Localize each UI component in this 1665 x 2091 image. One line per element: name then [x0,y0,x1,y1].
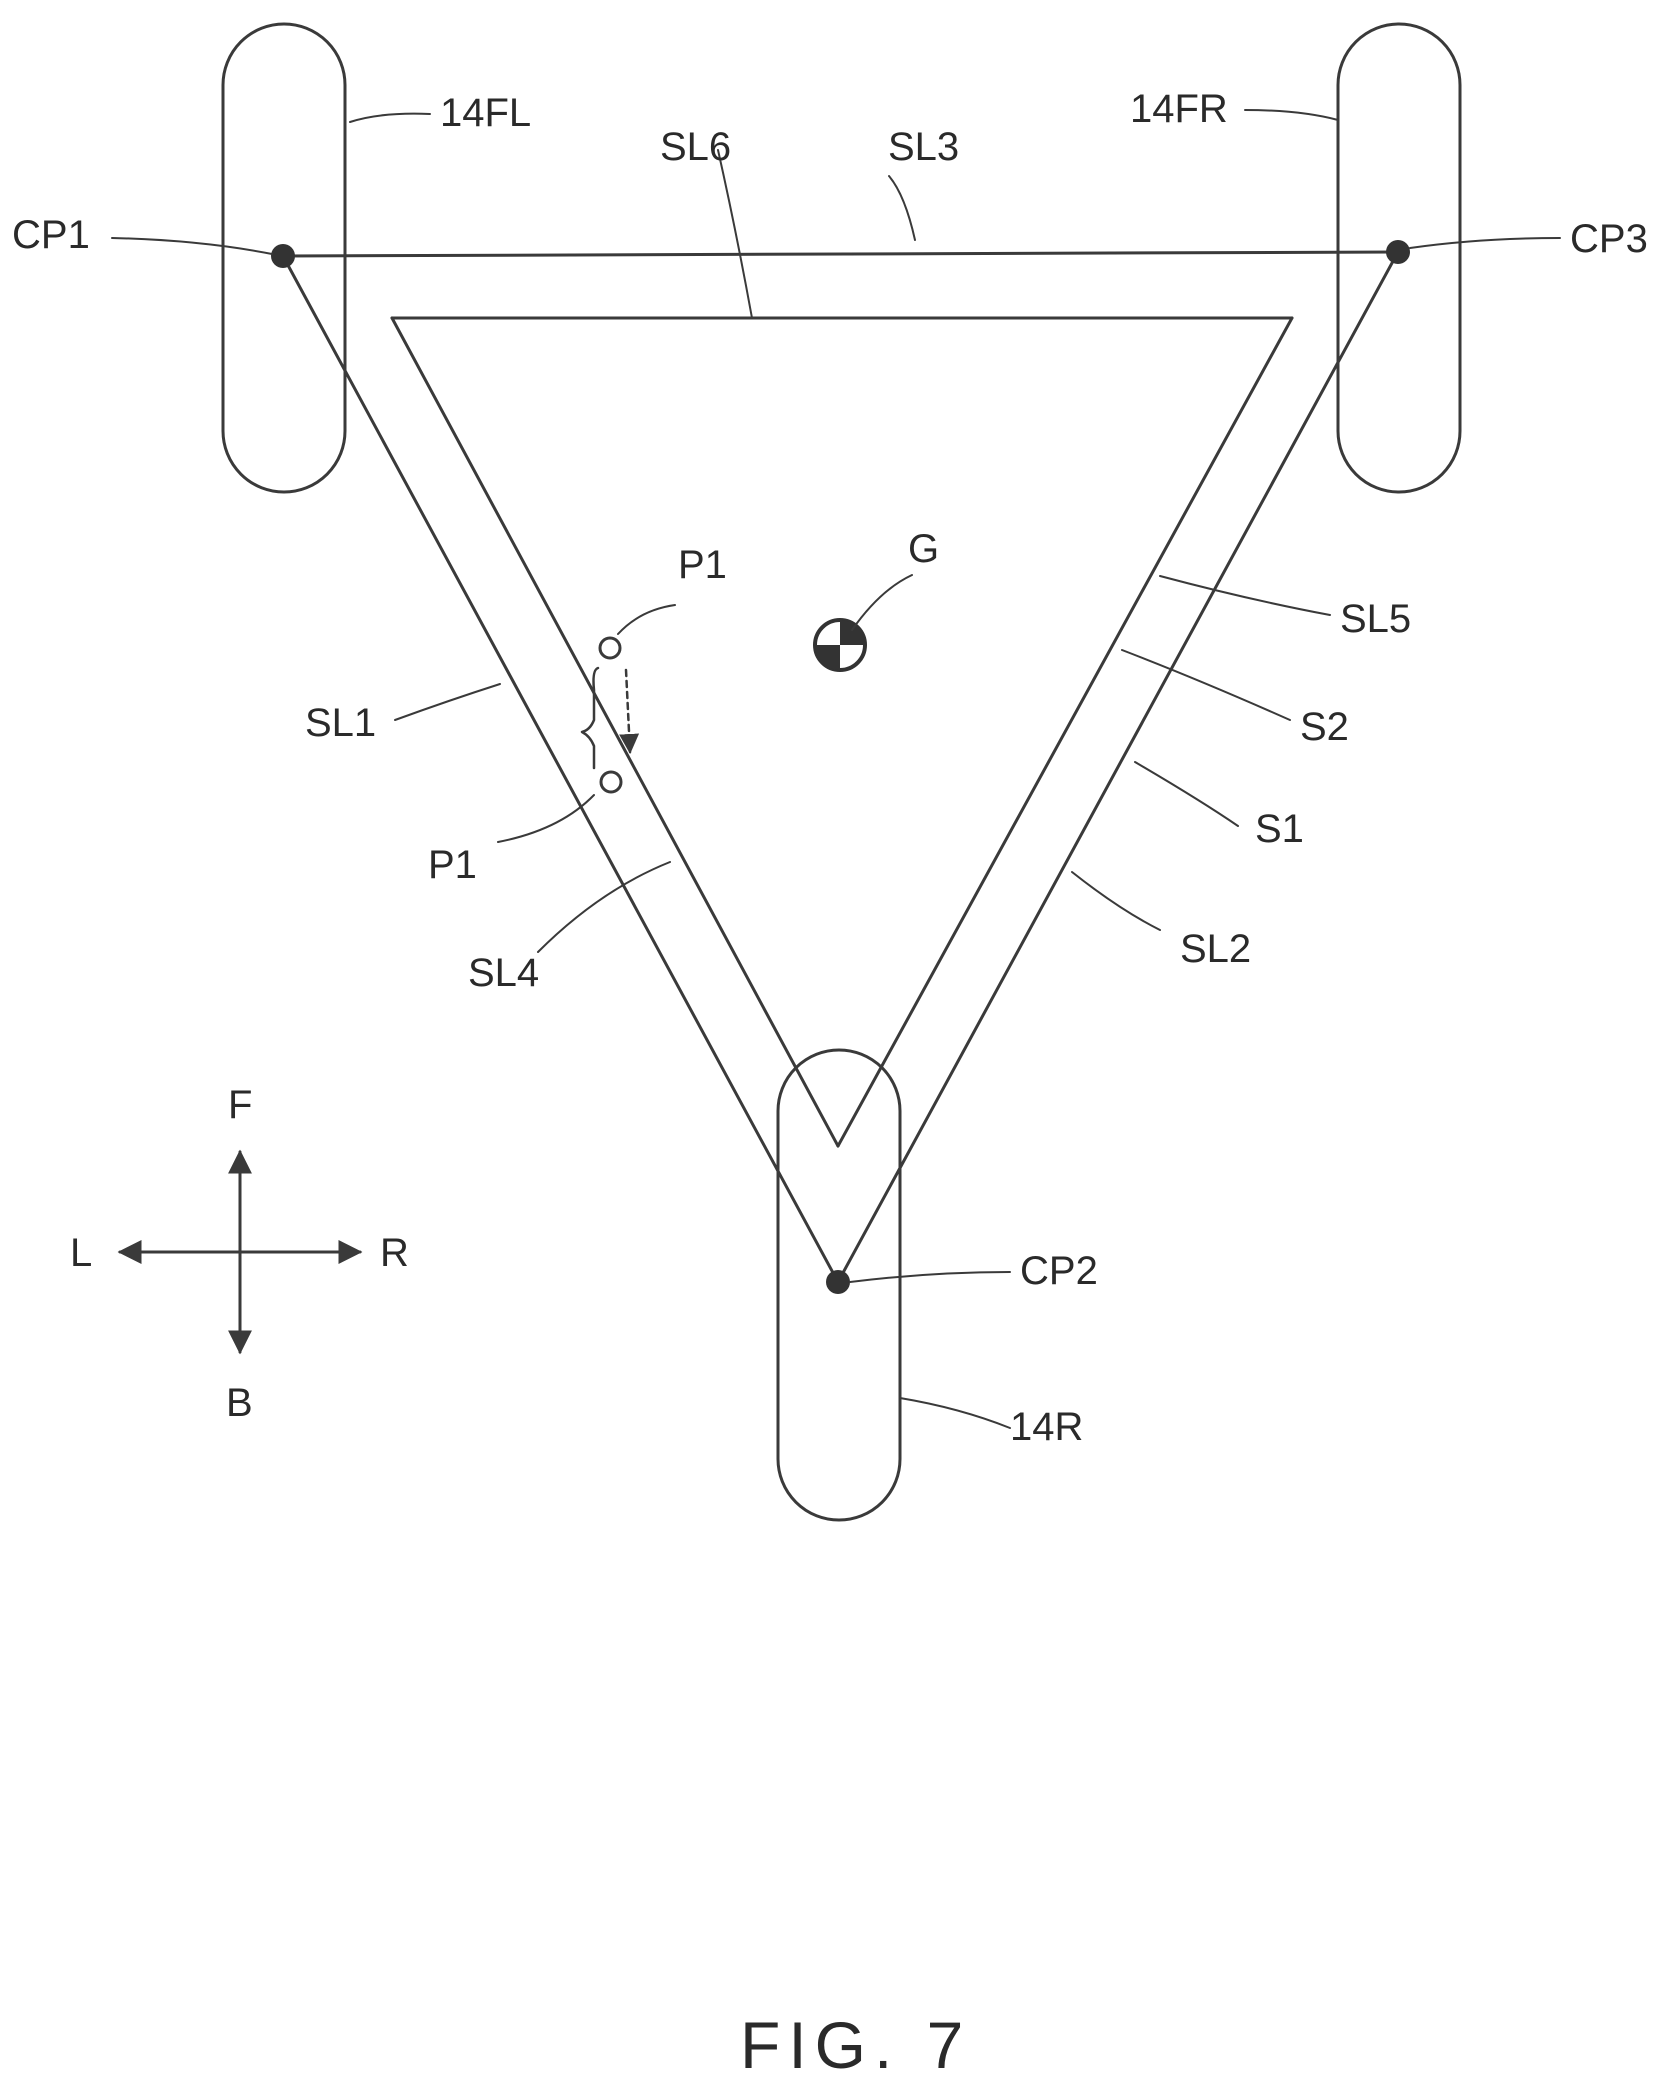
contact-point-cp2 [826,1270,850,1294]
label-cp3: CP3 [1570,217,1648,261]
line-sl5 [838,318,1292,1146]
label-14r: 14R [1010,1405,1083,1449]
label-14fl: 14FL [440,91,531,135]
direction-right-label: R [380,1231,409,1275]
label-p1-lower: P1 [428,843,477,887]
direction-indicator: F B L R [70,1083,409,1425]
label-g: G [908,527,939,571]
leader-lines [112,110,1560,1428]
figure-caption: FIG. 7 [740,2008,971,2082]
contact-point-cp3 [1386,240,1410,264]
point-p1-upper [600,638,620,658]
point-p1-lower [601,772,621,792]
label-p1-upper: P1 [678,543,727,587]
center-of-gravity-symbol [815,620,865,670]
direction-left-label: L [70,1231,92,1275]
line-sl1 [283,256,838,1282]
label-sl2: SL2 [1180,927,1251,971]
direction-back-label: B [226,1381,253,1425]
line-sl4 [392,318,838,1146]
contact-point-cp1 [271,244,295,268]
line-sl2 [838,252,1398,1282]
label-s2: S2 [1300,705,1349,749]
label-sl3: SL3 [888,125,959,169]
label-sl6: SL6 [660,125,731,169]
label-sl4: SL4 [468,951,539,995]
label-14fr: 14FR [1130,87,1228,131]
label-sl1: SL1 [305,701,376,745]
direction-front-label: F [228,1083,252,1127]
label-s1: S1 [1255,807,1304,851]
label-cp1: CP1 [12,213,90,257]
line-sl3 [283,252,1398,256]
label-cp2: CP2 [1020,1249,1098,1293]
displacement-arrow [626,670,630,752]
label-sl5: SL5 [1340,597,1411,641]
